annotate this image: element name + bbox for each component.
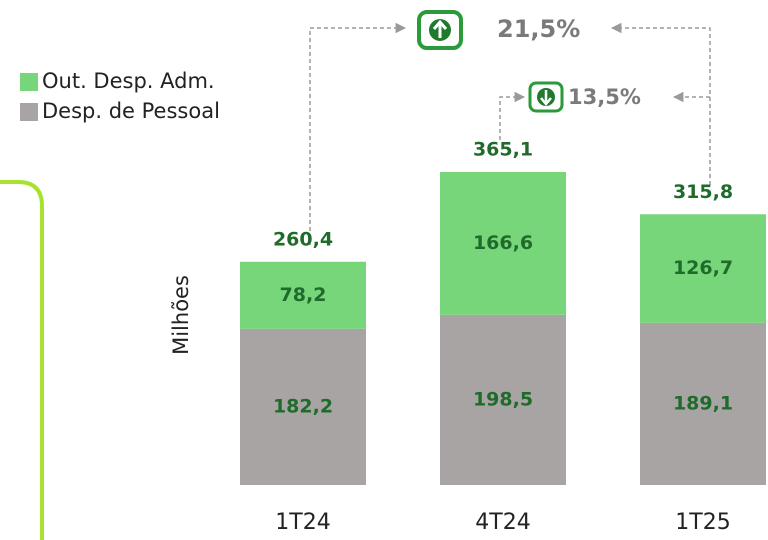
bar-segment xyxy=(440,172,566,315)
up-icon xyxy=(417,10,463,50)
x-tick-label: 1T25 xyxy=(675,510,730,535)
value-label: 189,1 xyxy=(673,392,733,414)
value-label: 166,6 xyxy=(473,232,533,254)
down-icon xyxy=(528,81,564,113)
total-label: 365,1 xyxy=(473,139,533,161)
value-label: 182,2 xyxy=(273,395,333,417)
legend-swatch xyxy=(20,103,38,121)
y-axis-label: Milhões xyxy=(169,275,193,355)
annotation: 21,5% xyxy=(497,15,580,43)
x-tick-label: 1T24 xyxy=(275,510,330,535)
legend-label: Out. Desp. Adm. xyxy=(42,69,215,93)
bar-segment xyxy=(240,261,366,329)
bar-segment xyxy=(640,214,766,323)
total-label: 315,8 xyxy=(673,181,733,203)
bar-segment xyxy=(240,328,366,485)
bar-segment xyxy=(640,322,766,485)
total-label: 260,4 xyxy=(273,228,333,250)
annotation: 13,5% xyxy=(568,85,641,109)
legend-label: Desp. de Pessoal xyxy=(42,99,220,123)
annotation-lines xyxy=(309,22,711,245)
value-label: 126,7 xyxy=(673,257,733,279)
decoration xyxy=(0,180,44,540)
legend-swatch xyxy=(20,73,38,91)
bar-segment xyxy=(440,314,566,485)
value-label: 78,2 xyxy=(280,284,327,306)
x-tick-label: 4T24 xyxy=(475,510,530,535)
value-label: 198,5 xyxy=(473,388,533,410)
